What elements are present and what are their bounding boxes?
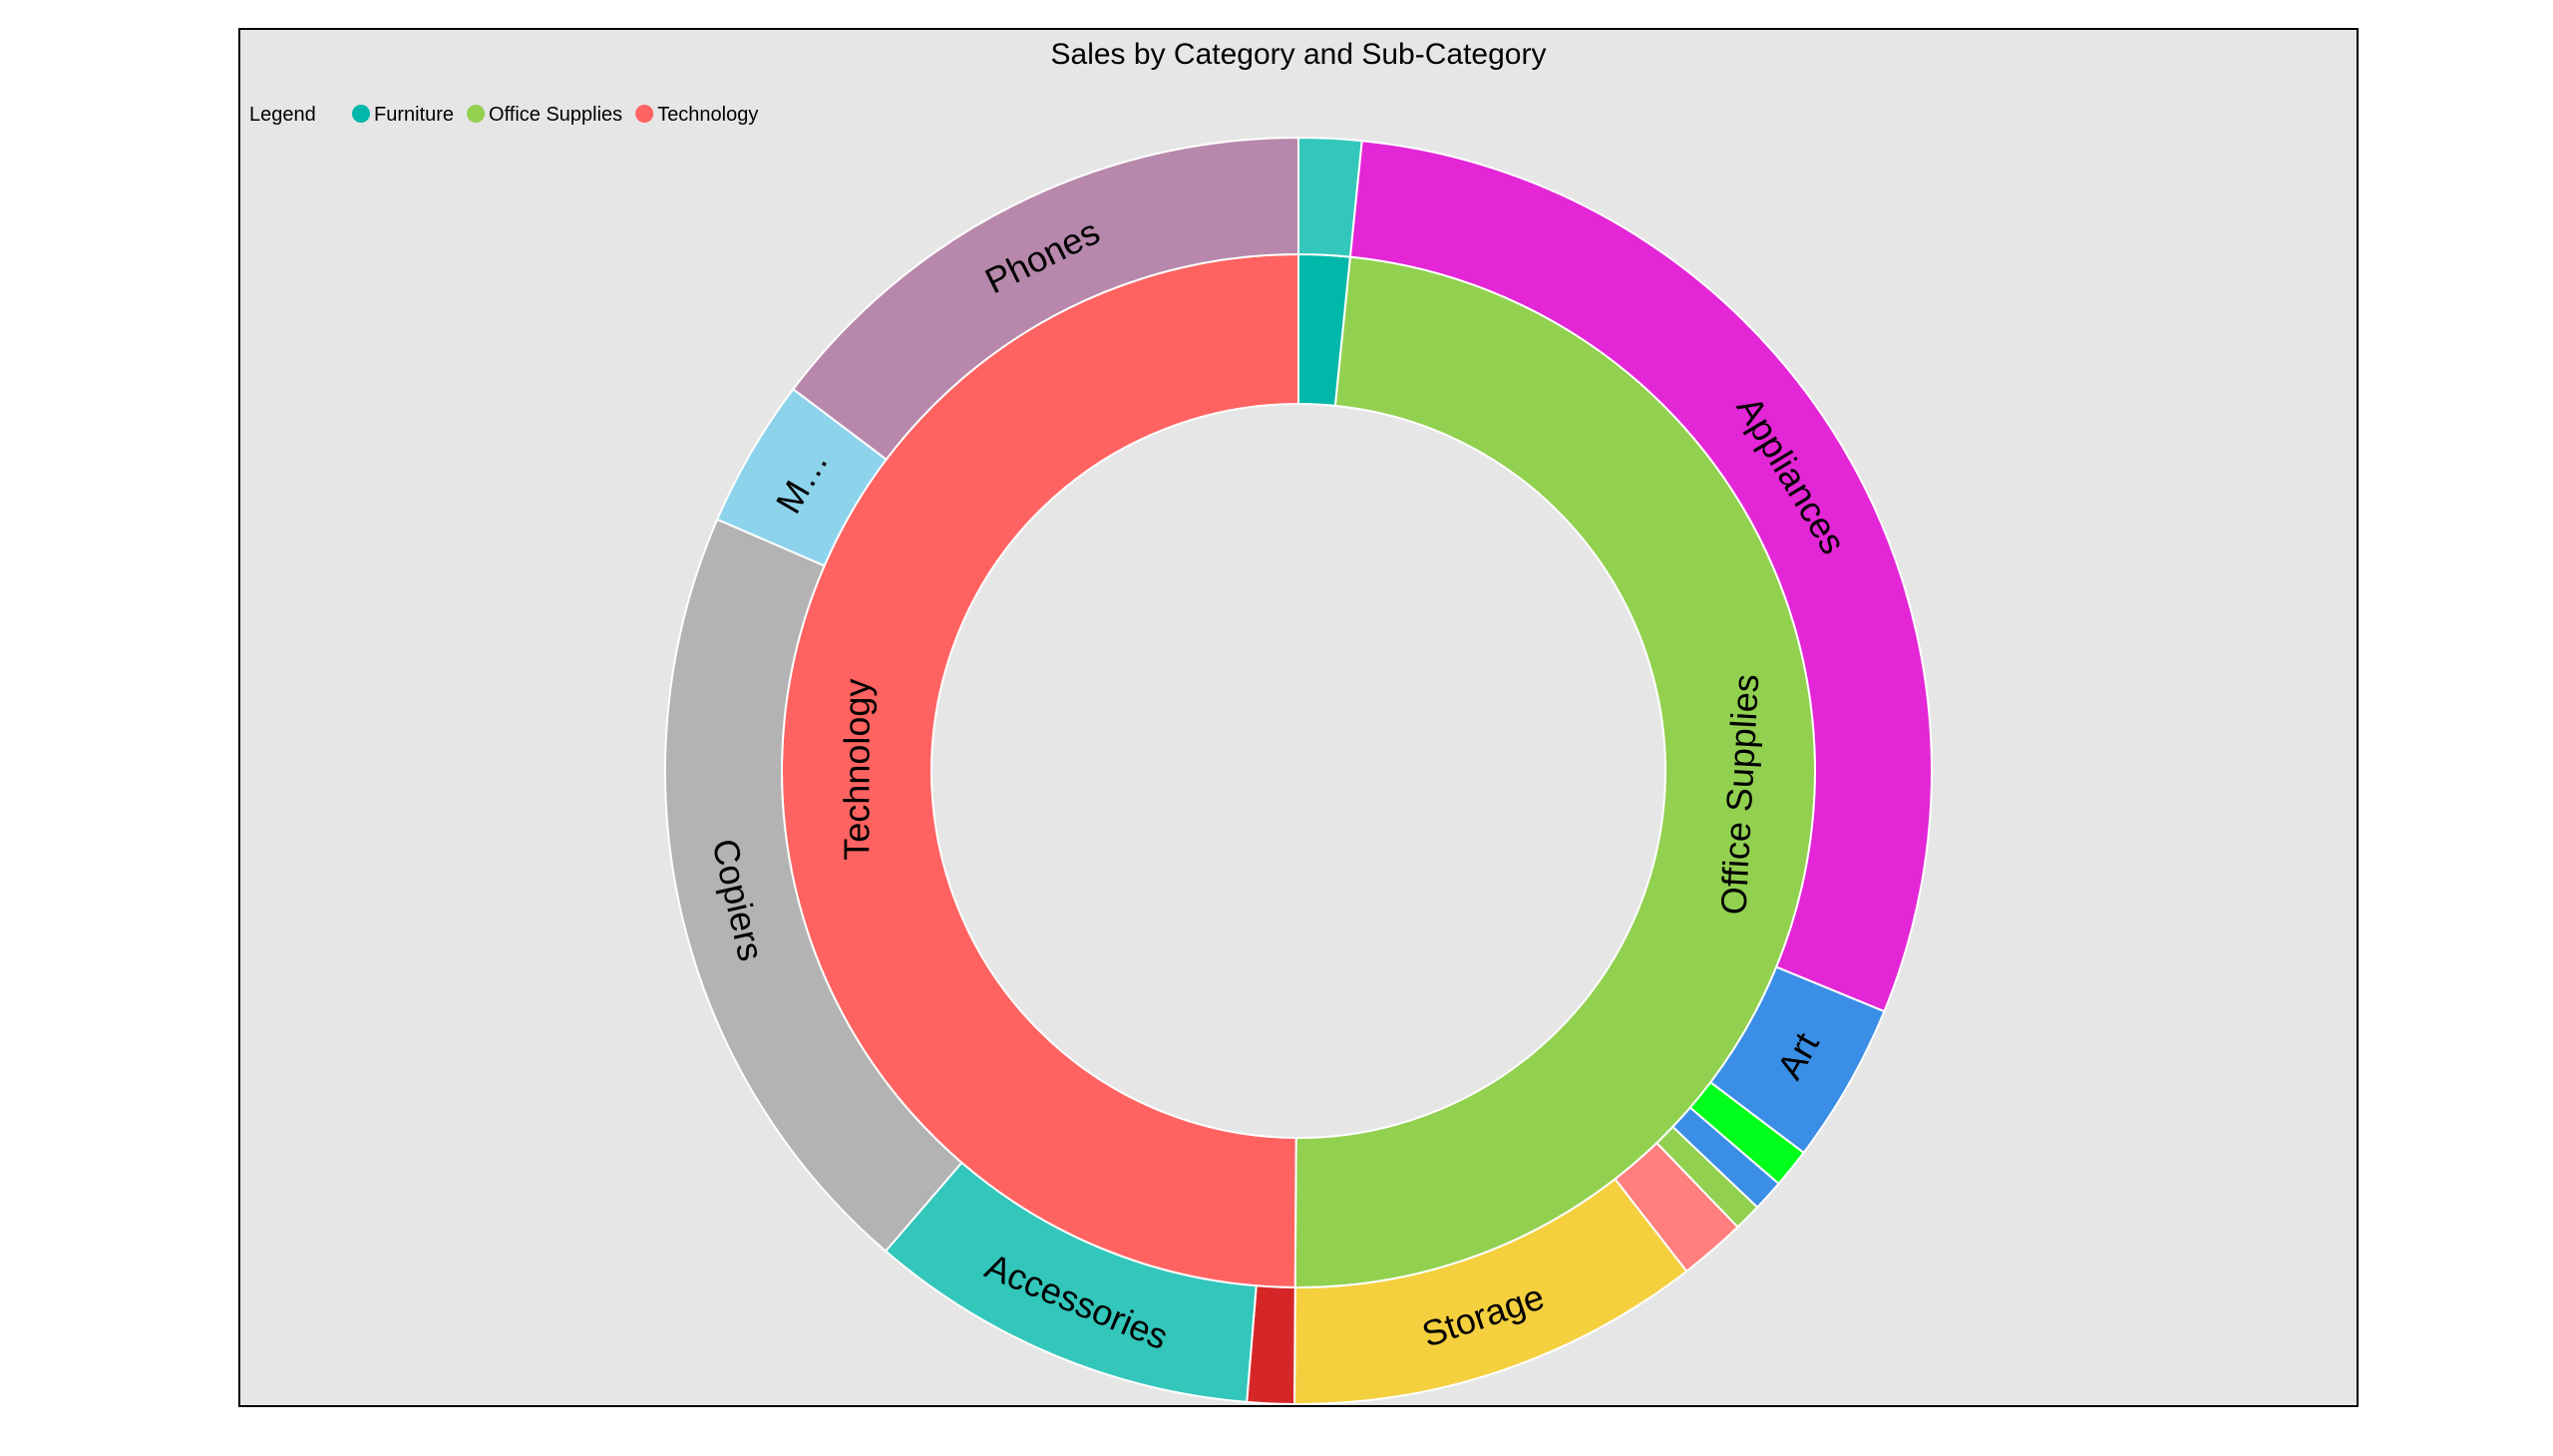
legend: Legend Furniture Office Supplies Technolog… [249, 104, 758, 126]
legend-entries: Furniture Office Supplies Technology [352, 104, 758, 126]
legend-marker-furniture [352, 105, 370, 123]
subcategory-slice-office-supplies-appliances[interactable] [1348, 140, 1933, 1013]
legend-label-office-supplies: Office Supplies [489, 104, 622, 126]
legend-marker-technology [635, 105, 654, 123]
outer-ring [664, 136, 1933, 1405]
legend-label-technology: Technology [657, 104, 758, 126]
subcategory-slice-technology-phones[interactable] [791, 136, 1299, 462]
legend-title: Legend [249, 104, 316, 126]
legend-marker-office-supplies [467, 105, 486, 123]
category-label-technology: Technology [836, 678, 878, 860]
chart-title: Sales by Category and Sub-Category [1051, 38, 1547, 71]
legend-label-furniture: Furniture [374, 104, 454, 126]
